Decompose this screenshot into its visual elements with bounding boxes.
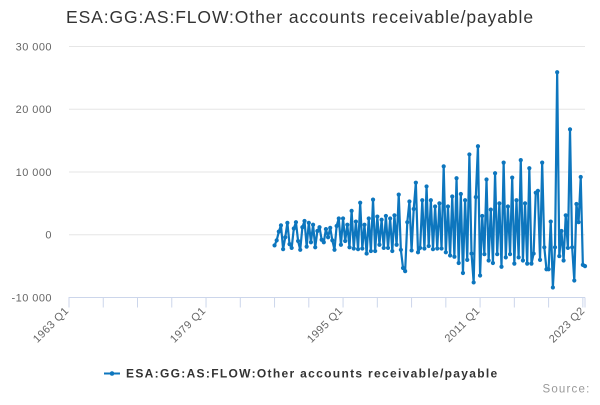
svg-text:-10 000: -10 000: [12, 292, 52, 304]
svg-text:Source:: Source:: [542, 384, 590, 396]
svg-text:20 000: 20 000: [16, 104, 52, 116]
svg-text:10 000: 10 000: [16, 167, 52, 179]
svg-text:ESA:GG:AS:FLOW:Other accounts: ESA:GG:AS:FLOW:Other accounts receivable…: [126, 367, 499, 381]
svg-text:30 000: 30 000: [16, 41, 52, 53]
svg-text:ESA:GG:AS:FLOW:Other accounts: ESA:GG:AS:FLOW:Other accounts receivable…: [66, 7, 534, 27]
svg-text:0: 0: [45, 230, 52, 242]
